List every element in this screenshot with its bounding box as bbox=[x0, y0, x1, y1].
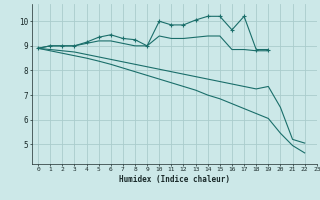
X-axis label: Humidex (Indice chaleur): Humidex (Indice chaleur) bbox=[119, 175, 230, 184]
